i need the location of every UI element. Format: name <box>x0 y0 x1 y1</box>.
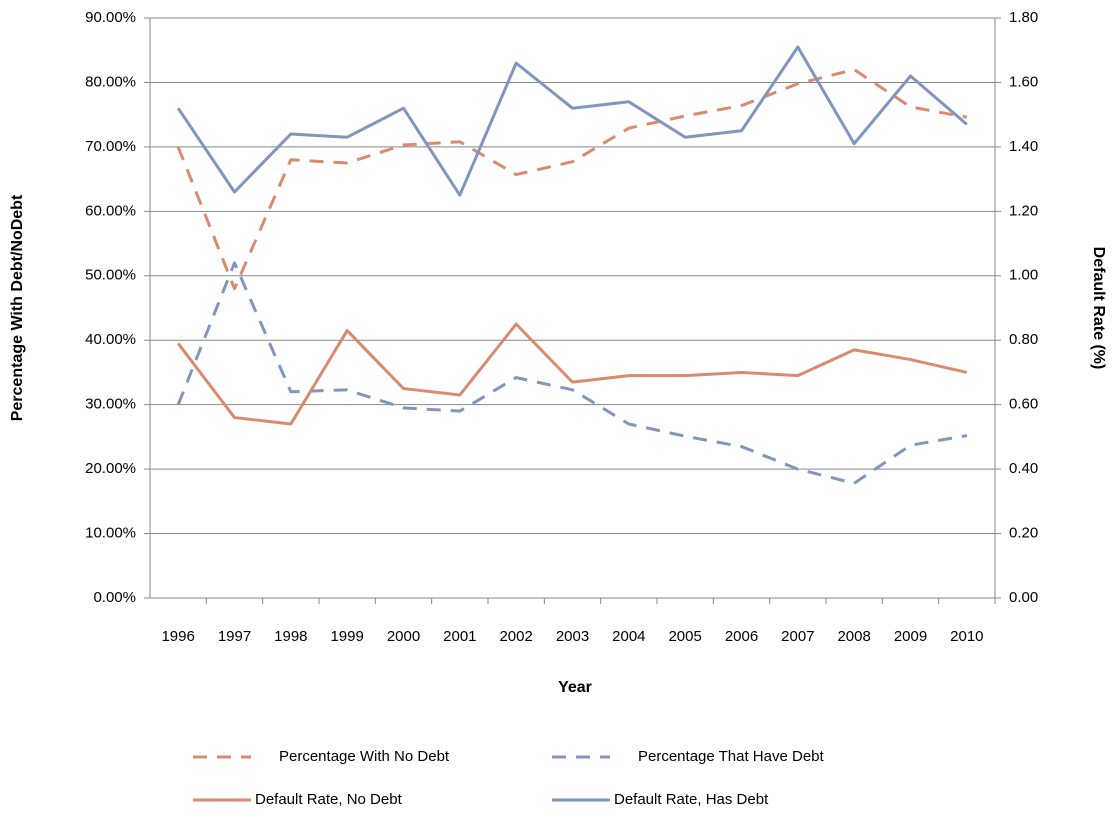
y2-tick-label: 0.20 <box>1009 525 1038 542</box>
x-tick-label: 1998 <box>274 628 307 645</box>
series-line <box>176 261 968 485</box>
x-axis-title: Year <box>558 679 592 696</box>
x-tick-label: 2010 <box>950 628 983 645</box>
legend-label: Default Rate, Has Debt <box>614 791 769 808</box>
x-tick-label: 1999 <box>330 628 363 645</box>
series-line <box>176 322 968 426</box>
y2-tick-label: 0.80 <box>1009 331 1038 348</box>
y-tick-label: 40.00% <box>85 331 136 348</box>
y-tick-label: 70.00% <box>85 138 136 155</box>
y2-tick-label: 0.00 <box>1009 589 1038 606</box>
legend-label: Default Rate, No Debt <box>255 791 403 808</box>
series-line <box>176 45 968 197</box>
y2-tick-label: 1.40 <box>1009 138 1038 155</box>
legend-label: Percentage With No Debt <box>279 748 450 765</box>
y-tick-label: 0.00% <box>93 589 136 606</box>
y-axis-title: Percentage With Debt/NoDebt <box>9 194 26 421</box>
legend-label: Percentage That Have Debt <box>638 748 825 765</box>
y-tick-label: 20.00% <box>85 460 136 477</box>
x-tick-label: 2002 <box>499 628 532 645</box>
y-tick-label: 30.00% <box>85 396 136 413</box>
y2-tick-label: 0.40 <box>1009 460 1038 477</box>
x-tick-label: 2001 <box>443 628 476 645</box>
y-tick-label: 80.00% <box>85 73 136 90</box>
y2-axis-title: Default Rate (%) <box>1090 247 1107 370</box>
y-tick-label: 60.00% <box>85 202 136 219</box>
x-tick-label: 2004 <box>612 628 645 645</box>
x-tick-label: 2005 <box>668 628 701 645</box>
x-tick-label: 1996 <box>161 628 194 645</box>
y-tick-label: 10.00% <box>85 525 136 542</box>
x-tick-label: 2008 <box>837 628 870 645</box>
x-tick-label: 2000 <box>387 628 420 645</box>
x-tick-label: 2003 <box>556 628 589 645</box>
series-line <box>176 68 968 291</box>
x-tick-label: 1997 <box>218 628 251 645</box>
y2-tick-label: 1.20 <box>1009 202 1038 219</box>
y-tick-label: 90.00% <box>85 9 136 26</box>
y2-tick-label: 1.00 <box>1009 267 1038 284</box>
x-tick-label: 2007 <box>781 628 814 645</box>
x-tick-label: 2009 <box>894 628 927 645</box>
y2-tick-label: 1.80 <box>1009 9 1038 26</box>
y2-tick-label: 1.60 <box>1009 73 1038 90</box>
y2-tick-label: 0.60 <box>1009 396 1038 413</box>
y-tick-label: 50.00% <box>85 267 136 284</box>
x-tick-label: 2006 <box>725 628 758 645</box>
